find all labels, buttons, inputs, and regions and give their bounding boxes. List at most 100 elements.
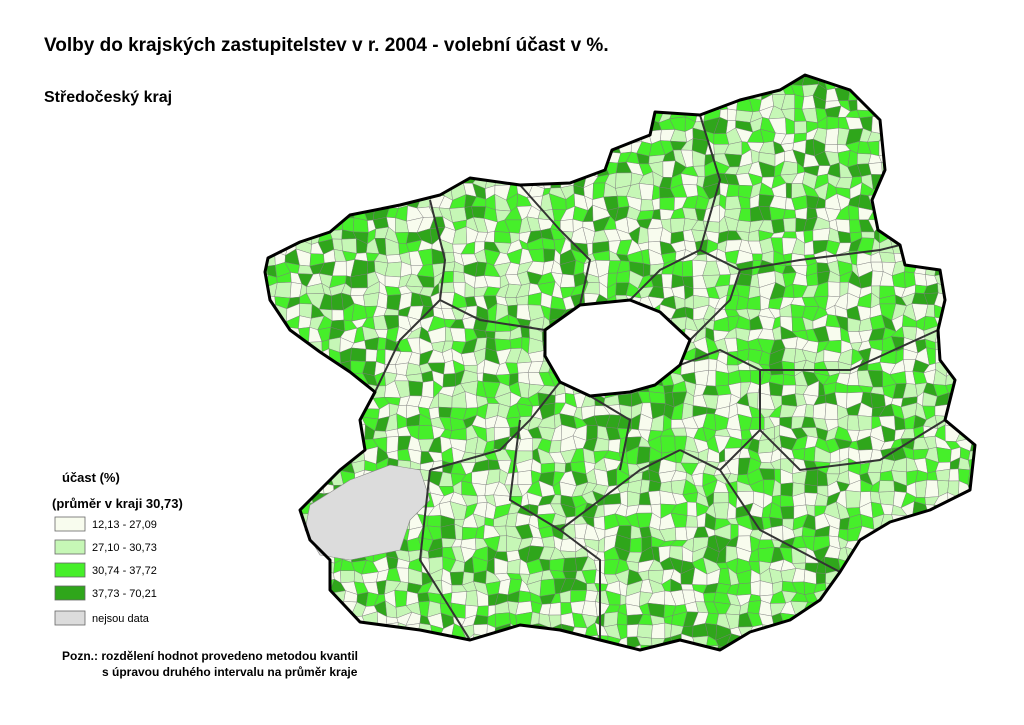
municipality — [355, 161, 365, 175]
municipality — [955, 516, 969, 525]
municipality — [870, 601, 881, 618]
municipality — [868, 75, 881, 80]
municipality — [438, 406, 453, 418]
municipality — [484, 110, 498, 122]
municipality — [265, 613, 278, 629]
municipality — [583, 347, 598, 363]
district-border — [679, 348, 761, 472]
municipality — [290, 536, 300, 550]
municipality — [372, 88, 390, 99]
municipality — [397, 637, 410, 650]
municipality — [582, 303, 594, 322]
municipality — [399, 160, 410, 175]
municipality — [309, 567, 322, 586]
municipality — [518, 141, 532, 157]
municipality — [538, 108, 553, 121]
municipality — [878, 218, 896, 231]
municipality — [265, 128, 270, 145]
municipality — [396, 646, 413, 650]
municipality — [563, 140, 573, 153]
municipality — [935, 207, 952, 218]
municipality — [342, 131, 356, 144]
municipality — [265, 348, 278, 364]
district-border — [508, 419, 681, 532]
municipality — [933, 591, 949, 606]
municipality — [804, 622, 819, 638]
municipality — [549, 160, 567, 179]
municipality — [550, 108, 567, 121]
municipality — [274, 83, 287, 102]
municipality — [737, 75, 753, 80]
municipality — [265, 362, 269, 373]
municipality — [298, 600, 313, 619]
municipality — [647, 316, 666, 333]
municipality — [373, 97, 386, 109]
municipality — [903, 129, 917, 146]
municipality — [332, 238, 343, 252]
municipality — [933, 110, 949, 123]
municipality — [791, 636, 805, 647]
municipality — [319, 94, 334, 113]
municipality — [933, 582, 950, 593]
municipality — [505, 141, 523, 156]
municipality — [441, 86, 457, 102]
municipality — [878, 647, 892, 650]
municipality — [288, 108, 302, 121]
municipality — [826, 116, 840, 130]
municipality — [384, 97, 402, 109]
municipality — [958, 285, 970, 296]
municipality — [449, 151, 467, 166]
municipality — [804, 469, 819, 487]
municipality — [878, 491, 895, 506]
municipality — [955, 567, 972, 585]
municipality — [618, 119, 627, 131]
municipality — [615, 325, 630, 341]
municipality — [904, 174, 916, 185]
municipality — [934, 185, 950, 199]
municipality — [265, 512, 278, 529]
municipality — [948, 515, 961, 526]
municipality — [530, 142, 545, 157]
municipality — [945, 118, 957, 134]
municipality — [780, 482, 794, 497]
municipality — [636, 107, 650, 124]
municipality — [716, 75, 726, 80]
municipality — [972, 539, 975, 550]
municipality — [265, 99, 280, 111]
municipality — [641, 83, 652, 97]
municipality — [891, 95, 905, 109]
municipality — [911, 85, 927, 99]
municipality — [936, 128, 948, 145]
municipality — [497, 75, 510, 80]
municipality — [343, 100, 357, 113]
municipality — [265, 601, 278, 615]
municipality — [949, 349, 961, 361]
municipality — [871, 536, 881, 549]
municipality — [596, 109, 610, 124]
municipality — [828, 633, 839, 649]
municipality — [903, 119, 918, 132]
legend-label: 30,74 - 37,72 — [92, 565, 157, 577]
municipality — [955, 538, 974, 547]
municipality — [504, 107, 520, 119]
municipality — [549, 558, 565, 572]
municipality — [267, 504, 277, 519]
municipality — [321, 593, 331, 606]
municipality — [956, 382, 974, 397]
municipality — [694, 94, 707, 111]
municipality — [318, 603, 335, 619]
municipality — [812, 75, 825, 78]
municipality — [322, 381, 336, 398]
municipality — [473, 84, 485, 100]
municipality — [266, 75, 276, 91]
municipality — [625, 109, 642, 124]
municipality — [968, 193, 975, 211]
municipality — [801, 646, 818, 650]
municipality — [539, 645, 555, 650]
municipality — [881, 187, 895, 201]
municipality — [430, 108, 443, 119]
municipality — [420, 127, 430, 142]
municipality — [427, 515, 442, 528]
municipality — [376, 172, 390, 186]
municipality — [922, 623, 941, 636]
